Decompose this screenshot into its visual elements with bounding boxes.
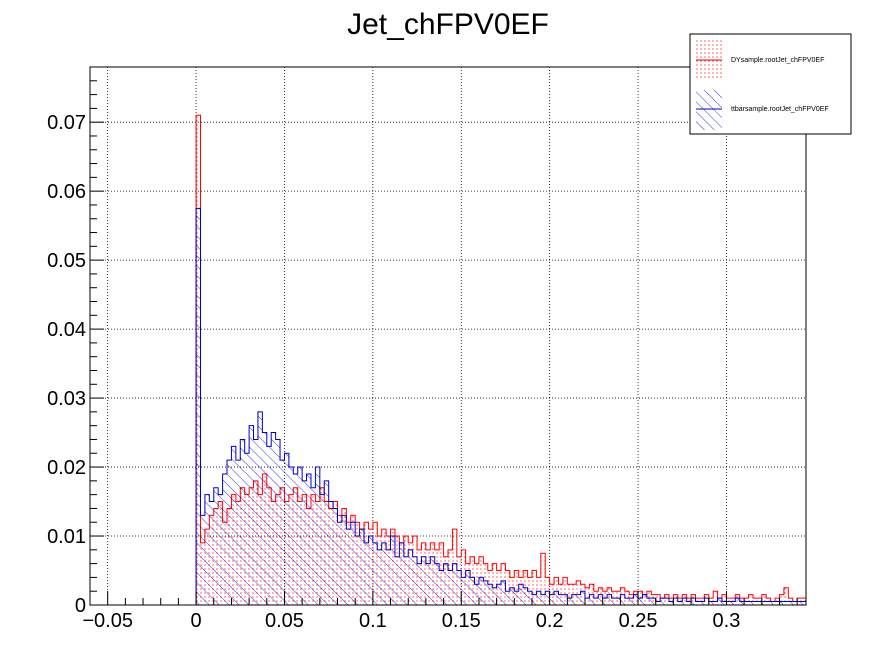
- legend-label-dy: DYsample.rootJet_chFPV0EF: [731, 57, 824, 64]
- x-tick-label-3: 0.1: [359, 610, 387, 632]
- x-tick-label-0: −0.05: [82, 610, 133, 632]
- grid-lines: [90, 67, 806, 605]
- y-tick-label-1: 0.01: [47, 526, 86, 548]
- series-line-1: [195, 207, 806, 605]
- x-tick-label-6: 0.25: [619, 610, 658, 632]
- legend-label-ttbar: ttbarsample.rootJet_chFPV0EF: [731, 106, 829, 113]
- y-tick-label-4: 0.04: [47, 319, 86, 341]
- axes: −0.05 0 0.05 0.1 0.15 0.2 0.25 0.300.010.020.03…: [47, 80, 798, 632]
- x-tick-label-2: 0.05: [265, 610, 304, 632]
- y-tick-label-0: 0: [75, 595, 86, 617]
- y-tick-label-2: 0.02: [47, 457, 86, 479]
- plot-frame: [89, 66, 807, 606]
- y-tick-label-3: 0.03: [47, 388, 86, 410]
- y-tick-label-7: 0.07: [47, 112, 86, 134]
- series-fill-1: [196, 208, 806, 605]
- chart-title: Jet_chFPV0EF: [347, 8, 549, 41]
- legend-swatch-ttbar: [696, 90, 722, 130]
- y-tick-label-5: 0.05: [47, 250, 86, 272]
- x-tick-label-7: 0.3: [713, 610, 741, 632]
- series-layer: [90, 114, 806, 605]
- x-tick-label-1: 0: [191, 610, 202, 632]
- y-tick-label-6: 0.06: [47, 181, 86, 203]
- x-tick-label-4: 0.15: [442, 610, 481, 632]
- x-tick-label-5: 0.2: [536, 610, 564, 632]
- legend: DYsample.rootJet_chFPV0EF ttbarsample.ro…: [689, 33, 852, 135]
